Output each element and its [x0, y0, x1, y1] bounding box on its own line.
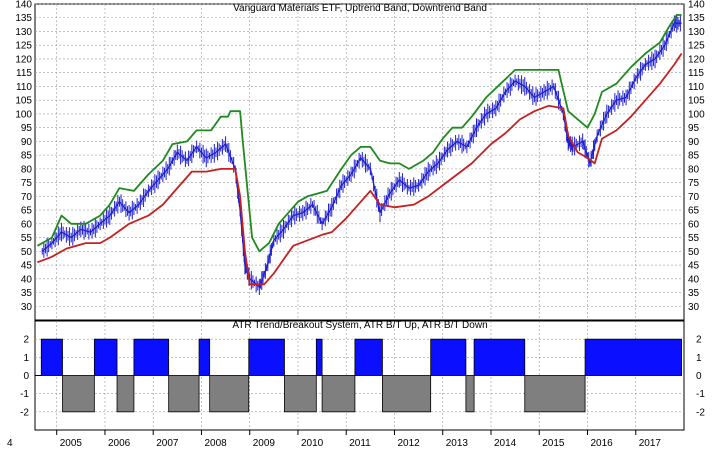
price-y-tick-right: 130: [688, 27, 705, 38]
price-y-tick-right: 70: [688, 192, 700, 203]
price-y-tick-right: 75: [688, 178, 700, 189]
breakout-down-block: [116, 375, 135, 413]
price-y-tick-left: 75: [21, 178, 33, 189]
price-y-tick-left: 140: [15, 0, 32, 11]
price-y-tick-left: 100: [15, 109, 32, 120]
price-y-tick-right: 115: [688, 68, 704, 79]
breakout-up-block: [473, 338, 526, 376]
indicator-y-tick-left: 0: [23, 371, 29, 382]
indicator-y-tick-left: 1: [23, 353, 29, 364]
price-y-tick-right: 55: [688, 233, 700, 244]
indicator-y-tick-left: -2: [20, 407, 29, 418]
x-tick-label: 2007: [156, 438, 179, 449]
x-tick-label: 2009: [253, 438, 276, 449]
price-y-tick-left: 105: [15, 96, 32, 107]
x-tick-label: 2012: [397, 438, 420, 449]
price-panel: 30 30 35 35 40 40 45 45 50 50 55 55 60 60 65 65 70 70 75 75…: [15, 0, 705, 321]
x-tick-label: 2015: [542, 438, 565, 449]
x-tick-label: 2011: [349, 438, 371, 449]
price-y-tick-right: 45: [688, 261, 700, 272]
price-y-tick-right: 105: [688, 96, 705, 107]
breakout-up-block: [584, 338, 682, 376]
price-y-tick-right: 90: [688, 137, 700, 148]
price-y-tick-right: 80: [688, 164, 700, 175]
breakout-down-block: [321, 375, 356, 413]
indicator-y-tick-right: 0: [696, 371, 702, 382]
price-y-tick-right: 120: [688, 54, 705, 65]
price-y-tick-left: 30: [21, 302, 33, 313]
breakout-up-block: [354, 338, 383, 376]
x-tick-label: 2016: [590, 438, 613, 449]
price-y-tick-left: 110: [16, 82, 32, 93]
price-y-tick-left: 125: [15, 41, 32, 52]
price-y-tick-right: 35: [688, 288, 700, 299]
price-y-tick-right: 60: [688, 219, 700, 230]
breakout-down-block: [62, 375, 95, 413]
price-y-tick-left: 35: [21, 288, 33, 299]
price-y-tick-left: 115: [16, 68, 32, 79]
indicator-y-tick-right: -2: [696, 407, 705, 418]
breakout-up-block: [315, 338, 323, 376]
breakout-down-block: [209, 375, 250, 413]
price-y-tick-right: 30: [688, 302, 700, 313]
price-y-tick-right: 125: [688, 41, 705, 52]
x-tick-label: 2008: [204, 438, 227, 449]
x-tick-label: 2005: [60, 438, 83, 449]
indicator-y-tick-left: -1: [20, 389, 29, 400]
breakout-down-block: [465, 375, 475, 413]
indicator-y-tick-right: 1: [696, 353, 702, 364]
price-y-tick-right: 135: [688, 13, 705, 24]
price-y-tick-right: 100: [688, 109, 705, 120]
price-y-tick-left: 50: [21, 247, 33, 258]
price-y-tick-right: 65: [688, 206, 700, 217]
price-y-tick-left: 55: [21, 233, 33, 244]
indicator-y-tick-left: 2: [23, 335, 29, 346]
breakout-down-block: [524, 375, 586, 413]
price-y-tick-right: 50: [688, 247, 700, 258]
breakout-down-block: [168, 375, 200, 413]
price-y-tick-right: 140: [688, 0, 705, 11]
x-axis: 4 2005 2006 2007 2008 2009 2010 2011 2012 2013 201…: [7, 429, 684, 449]
price-y-tick-right: 110: [688, 82, 704, 93]
x-tick-label: 2014: [494, 438, 517, 449]
price-y-tick-left: 85: [21, 151, 33, 162]
price-chart-title: Vanguard Materials ETF, Uptrend Band, Do…: [233, 3, 487, 14]
price-y-tick-left: 70: [21, 192, 33, 203]
price-y-tick-left: 120: [15, 54, 32, 65]
breakout-up-block: [133, 338, 170, 376]
price-y-tick-right: 40: [688, 274, 700, 285]
uptrend-band-line: [36, 14, 682, 253]
price-y-tick-right: 85: [688, 151, 700, 162]
price-y-tick-left: 90: [21, 137, 33, 148]
x-tick-label: 2017: [639, 438, 662, 449]
indicator-chart-title: ATR Trend/Breakout System, ATR B/T Up, A…: [232, 320, 487, 331]
price-y-tick-right: 95: [688, 123, 700, 134]
breakout-up-block: [248, 338, 285, 376]
breakout-up-block: [198, 338, 211, 376]
price-y-tick-left: 40: [21, 274, 33, 285]
breakout-up-block: [430, 338, 467, 376]
x-tick-label: 2013: [446, 438, 469, 449]
indicator-y-tick-right: -1: [696, 389, 705, 400]
price-y-tick-left: 45: [21, 261, 33, 272]
breakout-down-block: [382, 375, 432, 413]
indicator-panel: -2 -2 -1 -1 0 0 1 1 2 2: [20, 320, 705, 431]
breakout-down-block: [284, 375, 317, 413]
indicator-y-tick-right: 2: [696, 335, 702, 346]
breakout-up-block: [93, 338, 118, 376]
breakout-up-block: [40, 338, 63, 376]
x-tick-label: 2006: [108, 438, 131, 449]
x-tick-label-start: 4: [7, 438, 13, 449]
price-y-tick-left: 60: [21, 219, 33, 230]
price-y-tick-left: 130: [15, 27, 32, 38]
price-y-tick-left: 135: [15, 13, 32, 24]
price-y-tick-left: 95: [21, 123, 33, 134]
price-y-tick-left: 65: [21, 206, 33, 217]
price-y-tick-left: 80: [21, 164, 33, 175]
downtrend-band-line: [37, 53, 683, 286]
x-tick-label: 2010: [301, 438, 324, 449]
